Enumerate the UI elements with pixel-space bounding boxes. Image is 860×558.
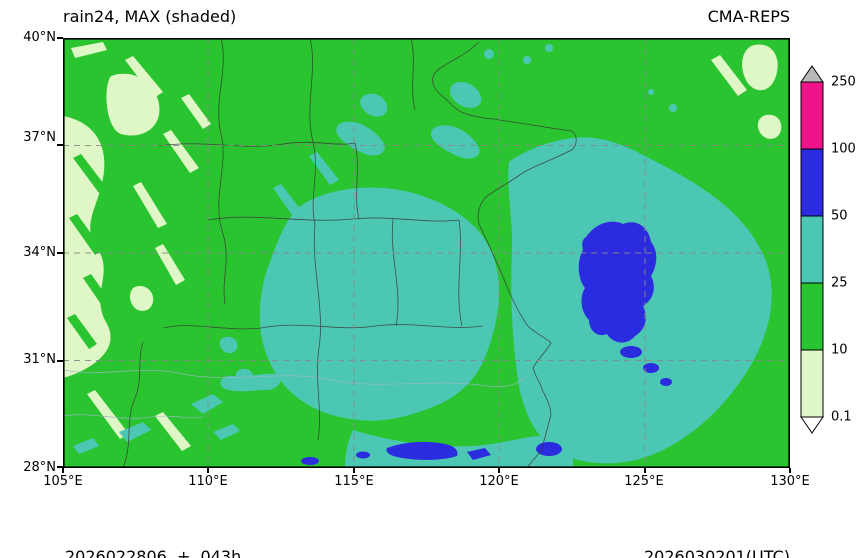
map-border (63, 38, 790, 468)
colorbar-segment-100-250 (800, 81, 824, 150)
colorbar-tick-label: 250 (831, 75, 856, 90)
coastline (432, 41, 577, 468)
x-tick (62, 468, 64, 473)
x-tick (789, 468, 791, 473)
y-axis-label: 37°N (23, 130, 56, 145)
colorbar-under-arrow (800, 416, 824, 434)
y-tick (57, 37, 63, 39)
y-tick (57, 466, 63, 468)
map-area (63, 38, 790, 468)
x-axis-label: 130°E (770, 474, 810, 489)
y-axis-label: 28°N (23, 460, 56, 475)
y-axis-label: 31°N (23, 352, 56, 367)
colorbar-over-arrow (800, 65, 824, 83)
shade-pale-patches (63, 42, 782, 451)
x-tick (498, 468, 500, 473)
y-axis-label: 34°N (23, 245, 56, 260)
colorbar-segment-0.1-10 (800, 349, 824, 418)
x-tick (353, 468, 355, 473)
plot-title: rain24, MAX (shaded) (63, 7, 237, 26)
colorbar-tick-label: 50 (831, 209, 848, 224)
colorbar-segment-10-25 (800, 282, 824, 351)
init-time-block: 2026022806 + 043h 2026022814 + 043h (65, 492, 241, 558)
x-axis-label: 110°E (188, 474, 228, 489)
x-axis-label: 120°E (479, 474, 519, 489)
y-tick (57, 360, 63, 362)
colorbar-segment-50-100 (800, 148, 824, 217)
init-time-utc: 2026022806 + 043h (65, 547, 242, 558)
colorbar-tick-label: 10 (831, 343, 848, 358)
colorbar-tick-label: 25 (831, 276, 848, 291)
graticule-gridlines (63, 38, 790, 468)
boundary-lines (122, 38, 577, 468)
x-tick (644, 468, 646, 473)
valid-time-utc: 2026030201(UTC) (644, 547, 790, 558)
x-axis-label: 105°E (43, 474, 83, 489)
colorbar-tick-label: 0.1 (831, 410, 852, 425)
shade-green-streaks (67, 154, 115, 349)
valid-time-block: 2026030201(UTC) 2026030209(CST) (644, 492, 790, 558)
colorbar-segment-25-50 (800, 215, 824, 284)
colorbar: 250 100 50 25 10 0.1 (798, 64, 860, 448)
shade-blue-regions (301, 221, 672, 465)
colorbar-tick-label: 100 (831, 142, 856, 157)
river-lines (63, 369, 527, 419)
y-tick (57, 144, 63, 146)
x-tick (207, 468, 209, 473)
x-axis-label: 125°E (624, 474, 664, 489)
map-canvas (63, 38, 790, 468)
y-axis-label: 40°N (23, 30, 56, 45)
model-name: CMA-REPS (707, 7, 790, 26)
x-axis-label: 115°E (334, 474, 374, 489)
y-tick (57, 252, 63, 254)
